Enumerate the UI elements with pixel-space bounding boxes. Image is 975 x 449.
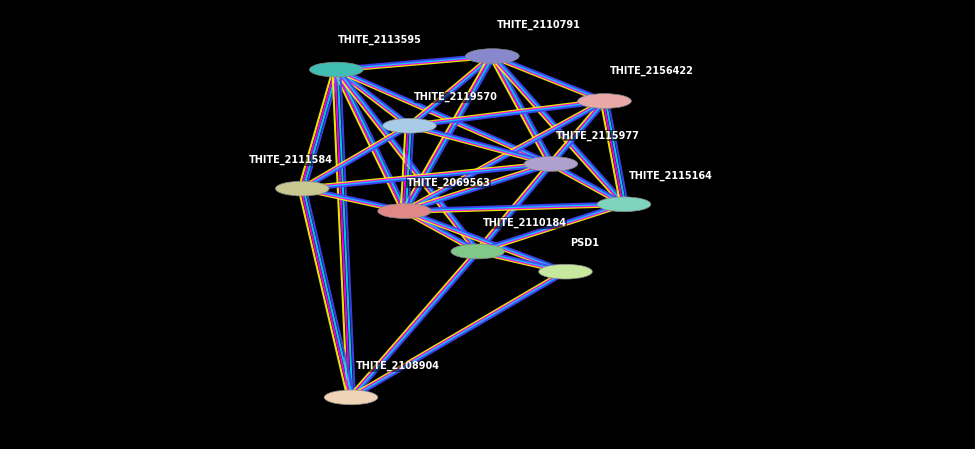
Ellipse shape (324, 390, 378, 405)
Text: THITE_2108904: THITE_2108904 (356, 361, 440, 371)
Ellipse shape (310, 62, 363, 77)
Ellipse shape (525, 157, 577, 171)
Ellipse shape (538, 264, 593, 279)
Text: THITE_2110791: THITE_2110791 (497, 20, 581, 30)
Text: THITE_2156422: THITE_2156422 (609, 66, 693, 76)
Ellipse shape (382, 119, 437, 133)
Text: THITE_2110184: THITE_2110184 (483, 218, 566, 228)
Text: THITE_2113595: THITE_2113595 (338, 35, 422, 45)
Text: THITE_2115164: THITE_2115164 (629, 171, 713, 181)
Text: THITE_2111584: THITE_2111584 (249, 155, 332, 165)
Text: THITE_2069563: THITE_2069563 (407, 177, 490, 188)
Text: PSD1: PSD1 (570, 238, 600, 248)
Ellipse shape (450, 244, 505, 259)
Ellipse shape (466, 49, 519, 63)
Ellipse shape (597, 197, 651, 211)
Ellipse shape (275, 181, 330, 196)
Ellipse shape (577, 94, 632, 108)
Text: THITE_2115977: THITE_2115977 (556, 130, 640, 141)
Text: THITE_2119570: THITE_2119570 (414, 92, 498, 102)
Ellipse shape (378, 204, 431, 218)
